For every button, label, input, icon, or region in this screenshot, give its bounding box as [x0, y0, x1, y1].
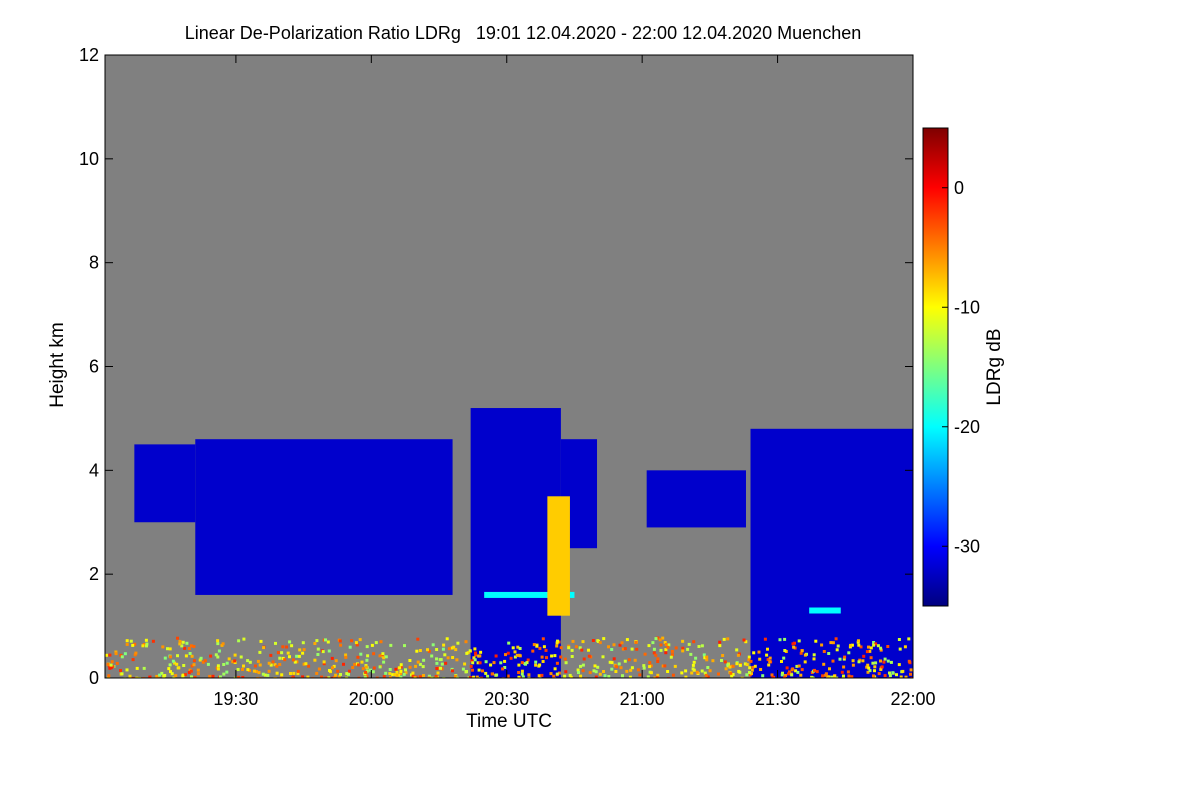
y-tick-label: 10 — [79, 149, 99, 169]
x-tick-label: 22:00 — [890, 689, 935, 709]
colorbar-tick-label: -10 — [954, 297, 980, 317]
y-axis-label: Height km — [47, 322, 68, 408]
colorbar-tick-label: -20 — [954, 417, 980, 437]
y-axis: 0 2 4 6 8 10 12 — [79, 45, 913, 688]
y-tick-label: 0 — [89, 668, 99, 688]
plot-area — [104, 54, 914, 679]
x-tick-label: 20:30 — [484, 689, 529, 709]
cloud-region — [646, 470, 746, 528]
colorbar-gradient — [922, 127, 949, 607]
colorbar-ticks: 0 -10 -20 -30 — [942, 178, 980, 556]
x-axis-label: Time UTC — [466, 711, 552, 732]
y-tick-label: 12 — [79, 45, 99, 65]
data-features — [105, 408, 913, 678]
precip-column — [470, 408, 561, 678]
colorbar-tick-label: -30 — [954, 536, 980, 556]
x-tick-label: 20:00 — [349, 689, 394, 709]
precip-column — [750, 428, 913, 678]
high-ldr-band — [547, 496, 570, 616]
x-tick-label: 21:00 — [620, 689, 665, 709]
x-tick-label: 19:30 — [213, 689, 258, 709]
cloud-region — [134, 444, 196, 523]
colorbar: 0 -10 -20 -30 LDRg dB — [922, 127, 1005, 607]
boundary-layer-noise — [105, 636, 913, 678]
melting-layer — [484, 591, 575, 598]
cloud-region — [195, 439, 453, 595]
x-tick-label: 21:30 — [755, 689, 800, 709]
y-tick-label: 2 — [89, 564, 99, 584]
chart-title: Linear De-Polarization Ratio LDRg 19:01 … — [185, 23, 861, 43]
y-tick-label: 4 — [89, 460, 99, 480]
melting-layer — [809, 607, 841, 614]
x-axis: 19:30 20:00 20:30 21:00 21:30 22:00 — [213, 55, 936, 709]
colorbar-tick-label: 0 — [954, 178, 964, 198]
y-tick-label: 8 — [89, 253, 99, 273]
y-tick-label: 6 — [89, 357, 99, 377]
colorbar-label: LDRg dB — [984, 328, 1005, 405]
